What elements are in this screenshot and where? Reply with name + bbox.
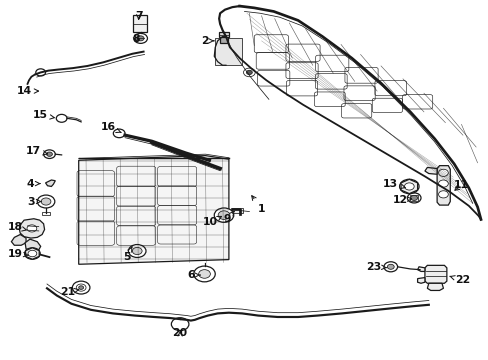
Circle shape	[36, 69, 45, 76]
Circle shape	[438, 180, 447, 187]
Text: 17: 17	[26, 145, 47, 156]
Text: 20: 20	[172, 328, 187, 338]
Text: 22: 22	[449, 275, 469, 285]
Text: 13: 13	[383, 179, 405, 189]
Circle shape	[399, 179, 418, 194]
Circle shape	[132, 247, 142, 255]
Text: 9: 9	[223, 211, 234, 224]
Bar	[42, 212, 50, 215]
Polygon shape	[25, 239, 41, 251]
Circle shape	[79, 286, 83, 289]
Text: 3: 3	[27, 197, 41, 207]
Circle shape	[218, 211, 229, 220]
Text: 23: 23	[366, 262, 386, 272]
Polygon shape	[417, 267, 424, 271]
Polygon shape	[25, 248, 39, 259]
Text: 18: 18	[8, 222, 26, 232]
Circle shape	[56, 114, 67, 122]
Text: 19: 19	[8, 248, 28, 258]
Text: 21: 21	[61, 287, 79, 297]
Polygon shape	[19, 219, 44, 238]
Bar	[133, 15, 147, 32]
Circle shape	[43, 150, 55, 158]
Circle shape	[438, 169, 447, 176]
Circle shape	[407, 193, 420, 203]
Bar	[232, 208, 243, 213]
Circle shape	[386, 264, 393, 269]
Polygon shape	[45, 180, 55, 186]
Circle shape	[410, 195, 417, 201]
Circle shape	[72, 281, 90, 294]
Polygon shape	[417, 278, 424, 283]
Polygon shape	[79, 156, 228, 264]
Polygon shape	[220, 37, 227, 43]
Circle shape	[214, 208, 233, 222]
Text: 4: 4	[26, 179, 40, 189]
Circle shape	[113, 129, 125, 138]
Circle shape	[404, 183, 413, 190]
Text: 6: 6	[187, 270, 200, 280]
Text: 1: 1	[251, 196, 265, 214]
Circle shape	[383, 262, 397, 272]
Circle shape	[246, 70, 252, 75]
Polygon shape	[427, 283, 443, 291]
Circle shape	[198, 270, 210, 278]
Circle shape	[37, 195, 55, 208]
Text: 5: 5	[122, 247, 132, 262]
Text: 2: 2	[200, 36, 213, 46]
Circle shape	[46, 152, 52, 156]
Circle shape	[137, 36, 144, 41]
Text: 8: 8	[132, 34, 140, 44]
Text: 7: 7	[135, 11, 142, 21]
Polygon shape	[219, 32, 228, 37]
Circle shape	[24, 248, 40, 259]
Text: 10: 10	[203, 216, 221, 227]
Polygon shape	[11, 234, 26, 245]
Circle shape	[193, 266, 215, 282]
Circle shape	[27, 225, 37, 232]
Bar	[409, 195, 417, 201]
Polygon shape	[424, 265, 446, 283]
Text: 15: 15	[33, 111, 54, 121]
Circle shape	[41, 198, 51, 205]
Polygon shape	[436, 166, 449, 205]
Circle shape	[134, 33, 147, 43]
Text: 16: 16	[100, 122, 121, 132]
Circle shape	[171, 318, 188, 330]
Text: 12: 12	[392, 195, 411, 205]
Polygon shape	[400, 179, 417, 194]
Text: 14: 14	[17, 86, 39, 96]
Circle shape	[128, 244, 146, 257]
Bar	[215, 39, 242, 65]
Text: 11: 11	[453, 180, 468, 190]
Circle shape	[28, 250, 37, 257]
Circle shape	[438, 191, 447, 198]
Polygon shape	[424, 167, 436, 174]
